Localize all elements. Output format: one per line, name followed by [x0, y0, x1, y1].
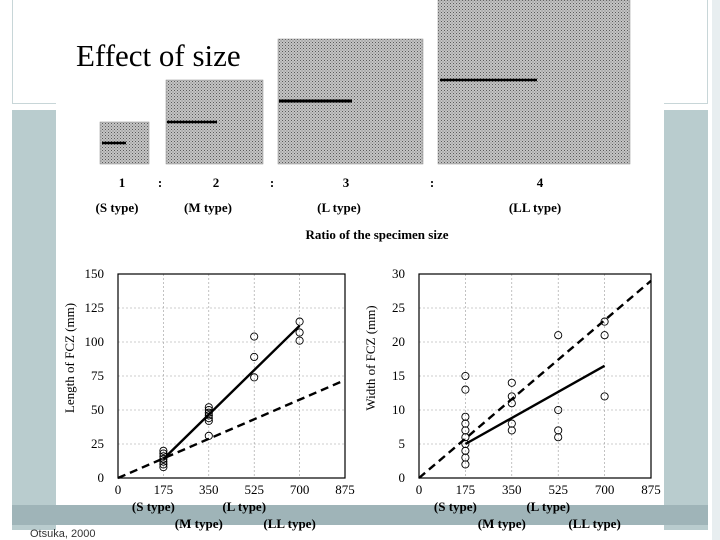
- data-point: [461, 385, 470, 394]
- y-tick-label: 15: [392, 368, 405, 383]
- data-point: [159, 454, 168, 464]
- frame-edge-right: [707, 0, 708, 104]
- ratio-separator-1: :: [158, 175, 162, 190]
- type-label: (LL type): [568, 516, 620, 531]
- solid-fit-line: [464, 364, 606, 446]
- credit-label: Otsuka, 2000: [30, 528, 96, 540]
- type-label: (S type): [434, 499, 477, 514]
- ratio-separator-2: :: [270, 175, 274, 190]
- x-tick-label: 175: [456, 482, 476, 497]
- specimen-type-ll: (LL type): [509, 200, 561, 215]
- frame-edge-left: [12, 0, 13, 104]
- data-point: [295, 328, 304, 337]
- width-fcz-chart: 0 175 350 525 700 875 0 5 10 15 20 25 30 Width of FCZ…: [363, 266, 661, 531]
- x-tick-label: 700: [290, 482, 310, 497]
- x-tick-label: 350: [199, 482, 219, 497]
- ratio-label-3: 3: [343, 175, 350, 190]
- data-point: [159, 446, 168, 455]
- x-tick-label: 0: [115, 482, 122, 497]
- y-tick-label: 10: [392, 402, 405, 417]
- data-point: [250, 373, 259, 382]
- data-point: [204, 405, 213, 415]
- x-tick-label: 175: [154, 482, 174, 497]
- x-tick-label: 700: [595, 482, 615, 497]
- data-point: [554, 405, 563, 415]
- dashed-fit-line: [418, 279, 652, 479]
- y-tick-label: 150: [85, 266, 105, 281]
- solid-fit-line: [162, 324, 301, 460]
- data-point: [204, 408, 213, 417]
- x-tick-label: 525: [548, 482, 568, 497]
- y-axis-label: Length of FCZ (mm): [62, 303, 77, 413]
- data-point: [204, 416, 213, 425]
- type-label: (LL type): [263, 516, 315, 531]
- dashed-fit-line: [117, 378, 346, 480]
- data-point: [159, 449, 168, 458]
- data-point: [159, 457, 168, 466]
- y-tick-label: 0: [98, 470, 105, 485]
- y-tick-label: 75: [91, 368, 104, 383]
- right-edge-strip: [712, 0, 720, 540]
- data-point: [295, 336, 304, 345]
- x-tick-label: 525: [244, 482, 264, 497]
- data-point: [204, 431, 213, 440]
- data-point: [600, 331, 609, 340]
- type-label: (M type): [478, 516, 526, 531]
- data-point: [507, 419, 516, 428]
- data-point: [250, 332, 259, 341]
- data-point: [554, 426, 563, 435]
- type-label: (S type): [132, 499, 175, 514]
- data-point: [554, 331, 563, 340]
- frame-band-right: [664, 110, 708, 530]
- type-label: (L type): [526, 499, 570, 514]
- x-tick-label: 0: [416, 482, 423, 497]
- ratio-label-1: 1: [119, 175, 126, 190]
- data-point: [159, 460, 168, 469]
- specimen-ll-square: [437, 0, 631, 165]
- data-point: [204, 403, 213, 412]
- y-tick-label: 25: [392, 300, 405, 315]
- type-label: (M type): [175, 516, 223, 531]
- slide-title: Effect of size: [74, 38, 243, 74]
- y-tick-label: 5: [399, 436, 406, 451]
- plot-frame: [117, 273, 346, 479]
- type-label: (L type): [222, 499, 266, 514]
- y-tick-label: 25: [91, 436, 104, 451]
- data-point: [507, 378, 516, 387]
- ratio-separator-3: :: [430, 175, 434, 190]
- data-point: [461, 371, 470, 381]
- data-point: [204, 414, 213, 423]
- data-point: [461, 412, 470, 421]
- length-fcz-chart: 0 175 350 525 700 875 0 25 50 75 100 125 150 Length o…: [62, 266, 355, 531]
- specimen-caption: Ratio of the specimen size: [306, 227, 449, 242]
- x-tick-label: 875: [335, 482, 355, 497]
- x-tick-label: 875: [641, 482, 661, 497]
- y-tick-label: 30: [392, 266, 405, 281]
- data-point: [600, 317, 609, 326]
- data-point: [507, 392, 516, 401]
- footer-band: [12, 505, 708, 525]
- frame-band-left: [12, 110, 56, 530]
- data-point: [250, 352, 259, 362]
- y-tick-label: 100: [85, 334, 105, 349]
- y-axis-label: Width of FCZ (mm): [363, 305, 378, 410]
- data-point: [159, 463, 168, 472]
- y-tick-label: 50: [91, 402, 104, 417]
- y-tick-label: 125: [85, 300, 105, 315]
- specimen-type-s: (S type): [96, 200, 139, 215]
- data-point: [159, 452, 168, 461]
- x-tick-label: 350: [502, 482, 522, 497]
- data-point: [204, 411, 213, 420]
- ratio-label-4: 4: [537, 175, 544, 190]
- ratio-label-2: 2: [213, 175, 220, 190]
- plot-frame: [418, 273, 652, 479]
- specimen-type-m: (M type): [184, 200, 232, 215]
- data-point: [600, 392, 609, 401]
- data-point: [295, 317, 304, 326]
- y-tick-label: 0: [399, 470, 406, 485]
- y-tick-label: 20: [392, 334, 405, 349]
- specimen-type-l: (L type): [317, 200, 361, 215]
